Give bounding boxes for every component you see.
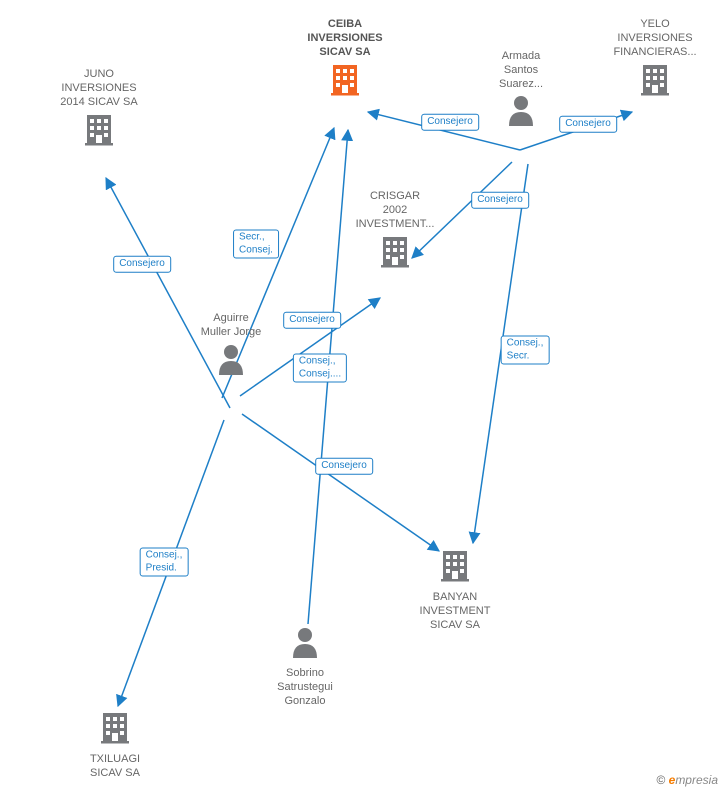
edge-label: Consejero	[113, 256, 171, 273]
person-icon	[245, 626, 365, 663]
edge-label: Secr.,Consej.	[233, 230, 279, 259]
node-label: ArmadaSantosSuarez...	[461, 50, 581, 91]
node-label: TXILUAGISICAV SA	[55, 753, 175, 781]
edge-label: Consejero	[559, 116, 617, 133]
node-label: SobrinoSatrusteguiGonzalo	[245, 667, 365, 708]
node-txiluagi[interactable]: TXILUAGISICAV SA	[55, 710, 175, 784]
edge-label: Consejero	[421, 114, 479, 131]
edge-label: Consejero	[471, 192, 529, 209]
node-label: YELOINVERSIONESFINANCIERAS...	[595, 18, 715, 59]
person-icon	[171, 343, 291, 380]
node-aguirre[interactable]: AguirreMuller Jorge	[171, 312, 291, 380]
copyright-symbol: ©	[656, 773, 665, 787]
node-label: CEIBAINVERSIONESSICAV SA	[285, 18, 405, 59]
building-icon	[39, 112, 159, 151]
node-label: BANYANINVESTMENTSICAV SA	[395, 591, 515, 632]
node-label: CRISGAR2002INVESTMENT...	[335, 190, 455, 231]
node-label: AguirreMuller Jorge	[171, 312, 291, 340]
node-juno[interactable]: JUNOINVERSIONES2014 SICAV SA	[39, 68, 159, 151]
node-crisgar[interactable]: CRISGAR2002INVESTMENT...	[335, 190, 455, 273]
edge-label: Consej.,Secr.	[501, 336, 550, 365]
building-icon	[285, 62, 405, 101]
node-label: JUNOINVERSIONES2014 SICAV SA	[39, 68, 159, 109]
edge-label: Consej.,Presid.	[140, 548, 189, 577]
node-ceiba[interactable]: CEIBAINVERSIONESSICAV SA	[285, 18, 405, 101]
edge	[242, 414, 439, 551]
edge-label: Consej.,Consej....	[293, 354, 347, 383]
building-icon	[595, 62, 715, 101]
brand-logo: empresia	[669, 773, 718, 787]
edge-label: Consejero	[315, 458, 373, 475]
footer: © empresia	[656, 773, 718, 787]
node-sobrino[interactable]: SobrinoSatrusteguiGonzalo	[245, 626, 365, 711]
building-icon	[335, 234, 455, 273]
building-icon	[55, 710, 175, 749]
node-banyan[interactable]: BANYANINVESTMENTSICAV SA	[395, 548, 515, 635]
edge-label: Consejero	[283, 312, 341, 329]
node-yelo[interactable]: YELOINVERSIONESFINANCIERAS...	[595, 18, 715, 101]
building-icon	[395, 548, 515, 587]
